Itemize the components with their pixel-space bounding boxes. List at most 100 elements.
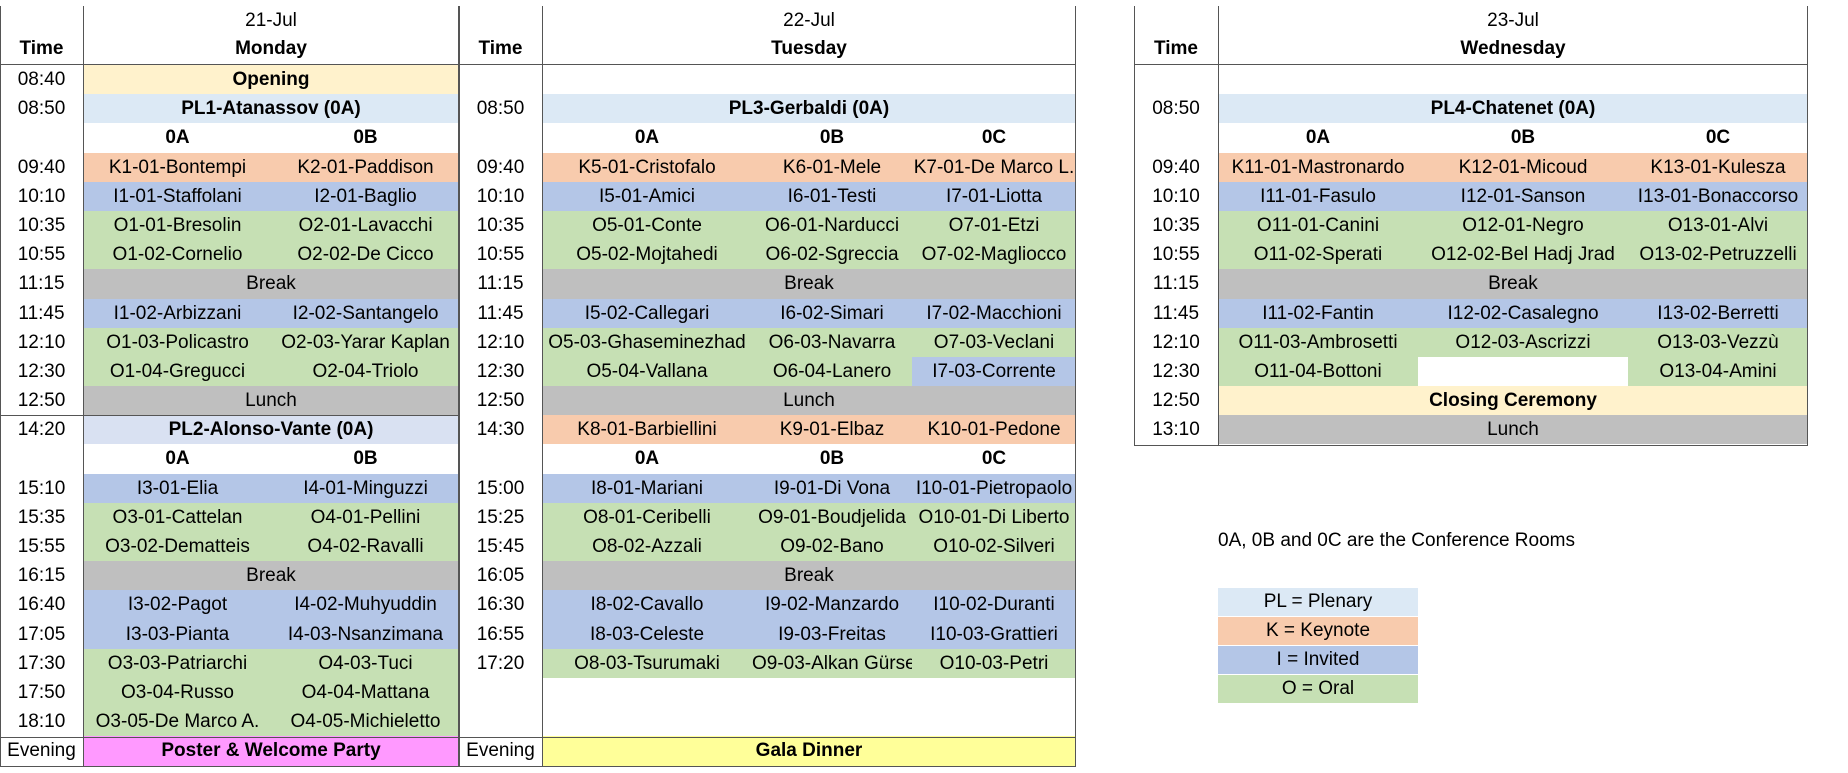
session-cell: 0B — [1418, 123, 1628, 153]
time-cell — [459, 707, 542, 736]
time-cell: 12:50 — [17, 390, 66, 412]
time-cell: 10:10 — [17, 185, 66, 207]
time-cell — [1134, 123, 1218, 152]
session-cell: I9-02-Manzardo — [752, 590, 912, 620]
schedule-rows: 08:40 Opening 08:50 PL1-Atanassov (0A) 0A 0B 0… — [0, 65, 459, 766]
time-cell: 17:50 — [17, 681, 66, 703]
session-cell: 0A — [83, 123, 272, 153]
session-cell: I4-02-Muhyuddin — [272, 590, 459, 620]
session-cell: K11-01-Mastronardo — [1218, 152, 1418, 182]
time-cell — [0, 444, 83, 473]
schedule-row: 10:55 O11-02-Sperati O12-02-Bel Hadj Jrad O… — [1134, 240, 1808, 270]
schedule-row: 14:20 PL2-Alonso-Vante (0A) — [0, 415, 459, 445]
session-cell: I10-03-Grattieri — [912, 619, 1076, 649]
session-block — [542, 677, 1076, 708]
session-cell: O7-02-Magliocco — [912, 240, 1076, 270]
schedule-row: 10:35 O11-01-Canini O12-01-Negro O13-01-Alv… — [1134, 210, 1808, 241]
session-cell: O9-02-Bano — [752, 532, 912, 562]
time-cell: 12:30 — [17, 360, 66, 382]
schedule-row: 10:10 I11-01-Fasulo I12-01-Sanson I13-01-Bo… — [1134, 181, 1808, 211]
schedule-row: 15:35 O3-01-Cattelan O4-01-Pellini — [0, 502, 459, 532]
schedule-row: 08:50 PL4-Chatenet (0A) — [1134, 94, 1808, 124]
session-block: Break — [83, 561, 459, 591]
schedule-row: 13:10 Lunch — [1134, 415, 1808, 445]
day-date: 22-Jul — [783, 10, 835, 31]
bottom-border — [459, 765, 1076, 767]
time-cell: 16:40 — [17, 594, 66, 616]
session-cell: K6-01-Mele — [752, 152, 912, 182]
schedule-row: 10:10 I1-01-Staffolani I2-01-Baglio — [0, 181, 459, 211]
schedule-row: 16:05 Break — [459, 561, 1076, 591]
time-cell: 12:30 — [476, 360, 525, 382]
session-cell: K7-01-De Marco L. — [912, 152, 1076, 182]
day-name: Tuesday — [771, 38, 847, 59]
legend-item: I = Invited — [1218, 646, 1418, 674]
session-cell: I1-01-Staffolani — [83, 181, 272, 211]
session-cell: O11-01-Canini — [1218, 210, 1418, 241]
session-cell: I4-01-Minguzzi — [272, 473, 459, 503]
session-cell: 0A — [542, 444, 752, 474]
column-divider — [458, 6, 459, 766]
session-cell: I11-02-Fantin — [1218, 298, 1418, 328]
session-cell: O6-02-Sgreccia — [752, 240, 912, 270]
day-name: Wednesday — [1460, 38, 1566, 59]
time-cell: 11:15 — [477, 273, 524, 295]
schedule-row: 12:50 Closing Ceremony — [1134, 386, 1808, 416]
session-cell: I3-03-Pianta — [83, 619, 272, 649]
schedule-row — [459, 677, 1076, 708]
time-cell: 11:45 — [18, 302, 65, 324]
session-cell: I6-01-Testi — [752, 181, 912, 211]
time-cell — [459, 678, 542, 707]
schedule-row: 0A 0B 0C — [459, 444, 1076, 474]
time-cell: 17:20 — [476, 652, 525, 674]
column-divider — [542, 6, 543, 766]
column-divider — [1218, 6, 1219, 445]
time-cell: 12:30 — [1152, 360, 1200, 382]
schedule-row: 18:10 O3-05-De Marco A. O4-05-Michieletto — [0, 707, 459, 737]
session-cell: I9-01-Di Vona — [752, 473, 912, 503]
time-header: Time — [478, 38, 523, 59]
session-cell: K10-01-Pedone — [912, 415, 1076, 445]
session-cell: O5-03-Ghaseminezhad — [542, 327, 752, 357]
session-cell: 0B — [752, 444, 912, 474]
session-cell: I1-02-Arbizzani — [83, 298, 272, 328]
session-block: Break — [83, 269, 459, 299]
session-cell: 0A — [1218, 123, 1418, 153]
header-divider — [0, 64, 459, 65]
session-cell: I10-01-Pietropaolo — [912, 473, 1076, 503]
session-cell: O2-04-Triolo — [272, 356, 459, 387]
schedule-row: 0A 0B 0C — [459, 123, 1076, 153]
session-cell: O1-04-Gregucci — [83, 356, 272, 387]
time-cell: 16:30 — [476, 594, 525, 616]
session-block: Lunch — [542, 386, 1076, 416]
time-cell: 15:10 — [17, 477, 66, 499]
session-cell: I3-02-Pagot — [83, 590, 272, 620]
time-cell: 14:20 — [17, 419, 66, 441]
time-cell: 17:05 — [17, 623, 66, 645]
time-cell: 11:45 — [477, 302, 524, 324]
time-cell: 16:55 — [476, 623, 525, 645]
session-cell: 0B — [272, 123, 459, 153]
session-block — [542, 707, 1076, 737]
time-cell: 15:45 — [476, 536, 525, 557]
schedule-rows: 08:50 PL3-Gerbaldi (0A) 0A 0B 0C 09:40 K5-01-C… — [459, 65, 1076, 766]
session-cell: O10-03-Petri — [912, 648, 1076, 678]
time-cell: Evening — [7, 740, 76, 762]
schedule-row: 0A 0B — [0, 444, 459, 474]
legend-item: PL = Plenary — [1218, 588, 1418, 616]
schedule-row: 09:40 K1-01-Bontempi K2-01-Paddison — [0, 152, 459, 182]
schedule-row: 08:50 PL3-Gerbaldi (0A) — [459, 94, 1076, 124]
session-block: Lunch — [1218, 415, 1808, 445]
schedule-row: 0A 0B 0C — [1134, 123, 1808, 153]
schedule-row: 09:40 K5-01-Cristofalo K6-01-Mele K7-01-De … — [459, 152, 1076, 182]
time-cell: 10:35 — [476, 214, 525, 236]
session-cell: K12-01-Micoud — [1418, 152, 1628, 182]
session-cell: O4-03-Tuci — [272, 648, 459, 678]
session-cell: I7-03-Corrente — [912, 356, 1076, 387]
legend-note: 0A, 0B and 0C are the Conference Rooms — [1218, 530, 1575, 551]
day-name: Monday — [235, 38, 307, 59]
session-block: Break — [542, 269, 1076, 299]
time-cell: 17:30 — [17, 652, 66, 674]
time-cell: 08:50 — [17, 98, 66, 120]
session-cell: I8-02-Cavallo — [542, 590, 752, 620]
